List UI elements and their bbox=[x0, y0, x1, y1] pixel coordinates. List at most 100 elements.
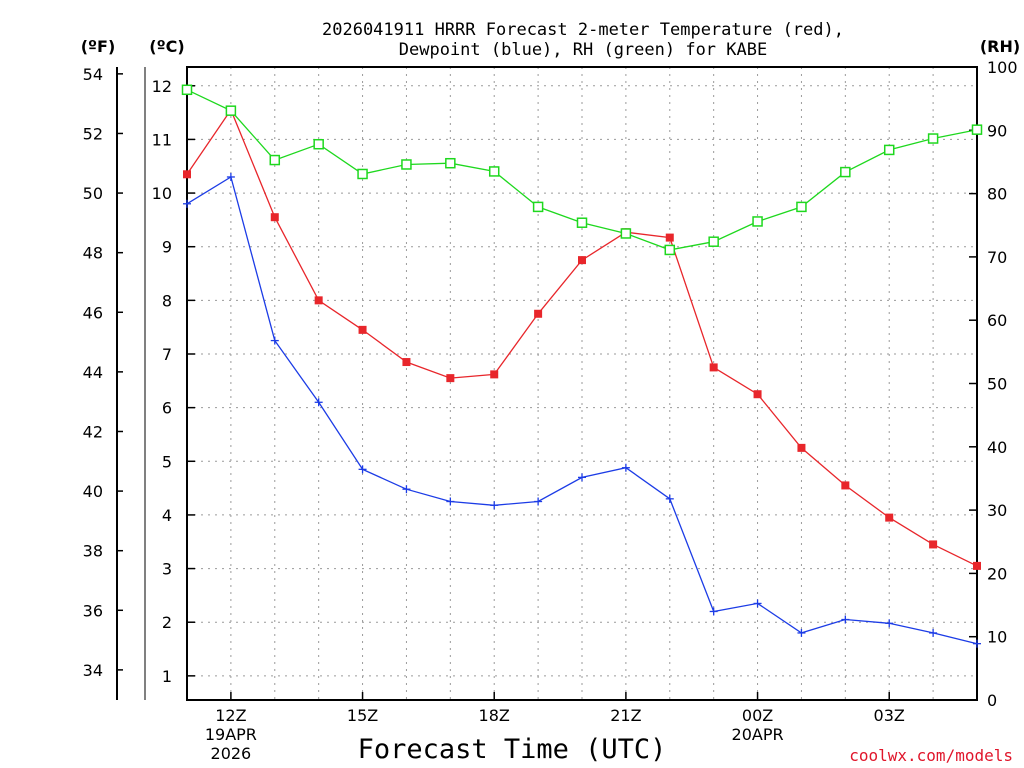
fahrenheit-tick-label: 38 bbox=[83, 542, 103, 561]
rh-point bbox=[796, 201, 807, 213]
dewpoint-point bbox=[314, 398, 323, 407]
2-meter-temperature-point bbox=[446, 374, 455, 383]
fahrenheit-tick-label: 42 bbox=[83, 422, 103, 441]
dewpoint-point bbox=[973, 639, 981, 648]
rh-point bbox=[664, 244, 676, 256]
dewpoint-point bbox=[578, 473, 586, 482]
fahrenheit-tick-label: 54 bbox=[83, 65, 103, 84]
celsius-tick-label: 9 bbox=[162, 238, 172, 257]
credit-link[interactable]: coolwx.com/models bbox=[849, 746, 1013, 765]
fahrenheit-tick-label: 50 bbox=[83, 184, 103, 203]
rh-point bbox=[313, 138, 324, 150]
x-tick-label: 00Z bbox=[742, 706, 773, 725]
data-series bbox=[181, 84, 983, 648]
rh-tick-label: 10 bbox=[987, 628, 1007, 647]
dewpoint-point bbox=[665, 494, 674, 503]
chart-title-line-2: Dewpoint (blue), RH (green) for KABE bbox=[399, 40, 767, 60]
dewpoint-series bbox=[183, 172, 981, 648]
x-tick-label: 2026 bbox=[211, 744, 252, 763]
dewpoint-point bbox=[446, 497, 455, 506]
dewpoint-point bbox=[929, 628, 938, 637]
celsius-tick-label: 1 bbox=[162, 667, 172, 686]
dewpoint-point bbox=[183, 199, 191, 208]
x-tick-label: 19APR bbox=[205, 725, 257, 744]
rh-tick-label: 80 bbox=[987, 185, 1007, 204]
rh-point bbox=[532, 201, 544, 213]
dewpoint-point bbox=[226, 172, 235, 181]
2-meter-temperature-point bbox=[665, 233, 674, 242]
2-meter-temperature-series bbox=[183, 105, 981, 570]
rh-point bbox=[225, 105, 237, 116]
celsius-tick-label: 11 bbox=[152, 130, 172, 149]
fahrenheit-tick-label: 52 bbox=[83, 124, 103, 143]
2-meter-temperature-point bbox=[183, 170, 191, 179]
dewpoint-point bbox=[534, 497, 543, 506]
2-meter-temperature-point bbox=[578, 256, 586, 265]
x-tick-label: 18Z bbox=[479, 706, 510, 725]
celsius-tick-label: 12 bbox=[152, 77, 172, 96]
rh-tick-label: 0 bbox=[987, 691, 997, 710]
dewpoint-point bbox=[797, 628, 806, 637]
celsius-tick-label: 4 bbox=[162, 506, 172, 525]
dewpoint-point bbox=[270, 336, 279, 345]
rh-point bbox=[357, 168, 368, 180]
rh-tick-label: 50 bbox=[987, 375, 1007, 394]
rh-tick-label: 70 bbox=[987, 248, 1007, 267]
celsius-tick-label: 8 bbox=[162, 291, 172, 310]
rh-point bbox=[971, 124, 983, 135]
rh-point bbox=[488, 166, 500, 177]
2-meter-temperature-point bbox=[270, 213, 279, 222]
rh-point bbox=[576, 217, 588, 228]
rh-point bbox=[445, 157, 456, 169]
dewpoint-point bbox=[402, 485, 411, 494]
rh-point bbox=[752, 216, 763, 227]
x-tick-label: 12Z bbox=[215, 706, 246, 725]
dewpoint-point bbox=[358, 465, 367, 474]
2-meter-temperature-point bbox=[402, 358, 411, 367]
dewpoint-point bbox=[753, 599, 762, 608]
rh-tick-label: 20 bbox=[987, 564, 1007, 583]
celsius-tick-label: 5 bbox=[162, 452, 172, 471]
fahrenheit-tick-label: 40 bbox=[83, 482, 103, 501]
2-meter-temperature-point bbox=[973, 561, 981, 570]
rh-point bbox=[269, 154, 281, 166]
2-meter-temperature-point bbox=[753, 390, 762, 399]
2-meter-temperature-point bbox=[929, 540, 938, 549]
celsius-tick-label: 3 bbox=[162, 560, 172, 579]
x-tick-label: 21Z bbox=[610, 706, 641, 725]
rh-tick-label: 60 bbox=[987, 311, 1007, 330]
dewpoint-point bbox=[885, 619, 894, 628]
fahrenheit-tick-label: 34 bbox=[83, 661, 103, 680]
celsius-tick-label: 10 bbox=[152, 184, 172, 203]
x-tick-label: 15Z bbox=[347, 706, 378, 725]
rh-point bbox=[708, 236, 719, 247]
rh-point bbox=[883, 144, 895, 156]
x-tick-label: 03Z bbox=[874, 706, 905, 725]
axes: 1234567891011123436384042444648505254010… bbox=[83, 58, 1018, 710]
2-meter-temperature-line bbox=[186, 108, 978, 567]
2-meter-temperature-point bbox=[797, 443, 806, 452]
celsius-unit-label: (ºC) bbox=[149, 37, 184, 56]
celsius-tick-label: 7 bbox=[162, 345, 172, 364]
rh-point bbox=[401, 159, 412, 170]
2-meter-temperature-point bbox=[841, 481, 850, 490]
rh-unit-label: (RH) bbox=[980, 37, 1020, 56]
rh-tick-label: 30 bbox=[987, 501, 1007, 520]
2-meter-temperature-point bbox=[885, 513, 894, 522]
celsius-tick-label: 6 bbox=[162, 399, 172, 418]
dewpoint-point bbox=[621, 463, 630, 472]
2-meter-temperature-point bbox=[534, 309, 543, 318]
celsius-tick-label: 2 bbox=[162, 613, 172, 632]
rh-point bbox=[620, 228, 632, 239]
rh-series bbox=[181, 84, 983, 256]
chart-title-line-1: 2026041911 HRRR Forecast 2-meter Tempera… bbox=[322, 20, 844, 40]
2-meter-temperature-point bbox=[490, 370, 499, 379]
2-meter-temperature-point bbox=[709, 363, 718, 372]
rh-point bbox=[181, 84, 193, 96]
x-tick-label: 20APR bbox=[732, 725, 784, 744]
rh-tick-label: 90 bbox=[987, 121, 1007, 140]
fahrenheit-tick-label: 48 bbox=[83, 244, 103, 263]
dewpoint-point bbox=[709, 607, 718, 616]
